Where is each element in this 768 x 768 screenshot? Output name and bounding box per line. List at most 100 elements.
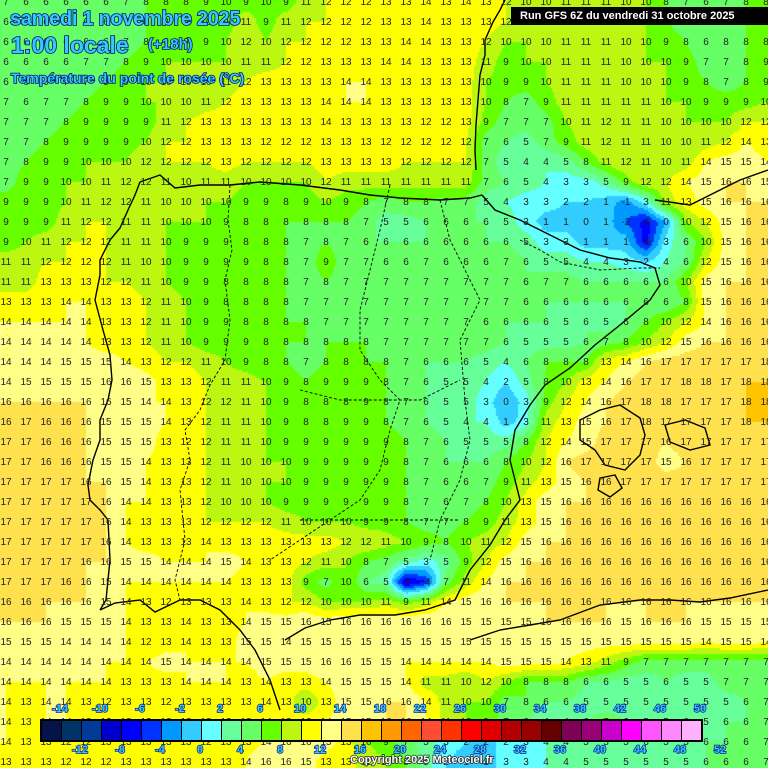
- grid-value: 17: [720, 457, 732, 468]
- grid-value: 7: [303, 297, 309, 308]
- grid-value: 9: [383, 517, 389, 528]
- grid-value: 15: [280, 617, 292, 628]
- grid-value: 17: [760, 437, 768, 448]
- grid-value: 14: [180, 677, 192, 688]
- grid-value: 6: [463, 257, 469, 268]
- grid-value: 7: [423, 517, 429, 528]
- grid-value: 13: [220, 537, 232, 548]
- grid-value: 7: [303, 257, 309, 268]
- grid-value: 6: [43, 0, 49, 8]
- grid-value: 16: [740, 257, 752, 268]
- grid-value: 10: [560, 117, 572, 128]
- grid-value: 17: [700, 437, 712, 448]
- grid-value: 16: [720, 537, 732, 548]
- grid-value: 9: [223, 257, 229, 268]
- grid-value: 10: [360, 597, 372, 608]
- grid-value: 11: [600, 97, 612, 108]
- grid-value: 8: [23, 157, 29, 168]
- grid-value: 11: [220, 177, 232, 188]
- grid-value: 14: [120, 657, 132, 668]
- grid-value: 13: [460, 17, 472, 28]
- grid-value: 9: [43, 217, 49, 228]
- grid-value: 16: [660, 557, 672, 568]
- grid-value: 14: [80, 637, 92, 648]
- grid-value: 9: [543, 97, 549, 108]
- legend-label-top: -10: [91, 702, 108, 715]
- grid-value: 15: [100, 577, 112, 588]
- grid-value: 16: [600, 537, 612, 548]
- grid-value: 9: [243, 257, 249, 268]
- grid-value: 8: [303, 317, 309, 328]
- legend-swatch: [482, 720, 502, 741]
- grid-value: 16: [660, 597, 672, 608]
- grid-value: 13: [280, 677, 292, 688]
- grid-value: 13: [140, 697, 152, 708]
- grid-value: 15: [740, 617, 752, 628]
- grid-value: 14: [60, 637, 72, 648]
- grid-value: 13: [340, 137, 352, 148]
- grid-value: 11: [700, 137, 712, 148]
- grid-value: 13: [240, 737, 252, 748]
- grid-value: 14: [120, 357, 132, 368]
- grid-value: 9: [503, 477, 509, 488]
- grid-value: 16: [60, 577, 72, 588]
- grid-value: 7: [763, 737, 768, 748]
- grid-value: 10: [160, 97, 172, 108]
- grid-value: 16: [60, 457, 72, 468]
- grid-value: 11: [600, 37, 612, 48]
- grid-value: 9: [363, 477, 369, 488]
- grid-value: 10: [140, 97, 152, 108]
- grid-value: 13: [280, 97, 292, 108]
- grid-value: 10: [680, 277, 692, 288]
- grid-value: 17: [760, 457, 768, 468]
- grid-value: 16: [720, 597, 732, 608]
- grid-value: 15: [720, 217, 732, 228]
- grid-value: 12: [300, 37, 312, 48]
- grid-value: 12: [420, 137, 432, 148]
- grid-value: 17: [680, 477, 692, 488]
- grid-value: 8: [283, 297, 289, 308]
- grid-value: 17: [60, 557, 72, 568]
- grid-value: 9: [483, 517, 489, 528]
- grid-value: 16: [60, 417, 72, 428]
- grid-value: 8: [303, 217, 309, 228]
- grid-value: 13: [240, 577, 252, 588]
- grid-value: 10: [80, 157, 92, 168]
- grid-value: 7: [303, 357, 309, 368]
- grid-value: 12: [380, 137, 392, 148]
- grid-value: 5: [703, 717, 709, 728]
- grid-value: 15: [100, 417, 112, 428]
- grid-value: 8: [303, 377, 309, 388]
- legend-swatch: [682, 720, 702, 741]
- grid-value: 12: [220, 517, 232, 528]
- grid-value: 12: [200, 737, 212, 748]
- grid-value: 17: [640, 437, 652, 448]
- grid-value: 9: [383, 477, 389, 488]
- grid-value: 16: [20, 597, 32, 608]
- grid-value: 13: [440, 17, 452, 28]
- grid-value: 12: [160, 697, 172, 708]
- grid-value: 15: [700, 617, 712, 628]
- grid-value: 14: [220, 577, 232, 588]
- grid-value: 14: [260, 697, 272, 708]
- grid-value: 17: [40, 557, 52, 568]
- grid-value: 17: [20, 517, 32, 528]
- legend-swatch: [502, 720, 522, 741]
- grid-value: 16: [680, 577, 692, 588]
- grid-value: 12: [200, 497, 212, 508]
- grid-value: 16: [600, 497, 612, 508]
- grid-value: 5: [563, 337, 569, 348]
- grid-value: 5: [483, 197, 489, 208]
- grid-value: 15: [640, 637, 652, 648]
- region-border: [299, 379, 461, 401]
- grid-value: 16: [620, 517, 632, 528]
- grid-value: 13: [140, 597, 152, 608]
- grid-value: 9: [243, 357, 249, 368]
- grid-value: 10: [620, 37, 632, 48]
- grid-value: 10: [260, 37, 272, 48]
- grid-value: 7: [3, 117, 9, 128]
- grid-value: 8: [243, 317, 249, 328]
- grid-value: 7: [463, 277, 469, 288]
- grid-value: 2: [583, 197, 589, 208]
- grid-value: 7: [463, 497, 469, 508]
